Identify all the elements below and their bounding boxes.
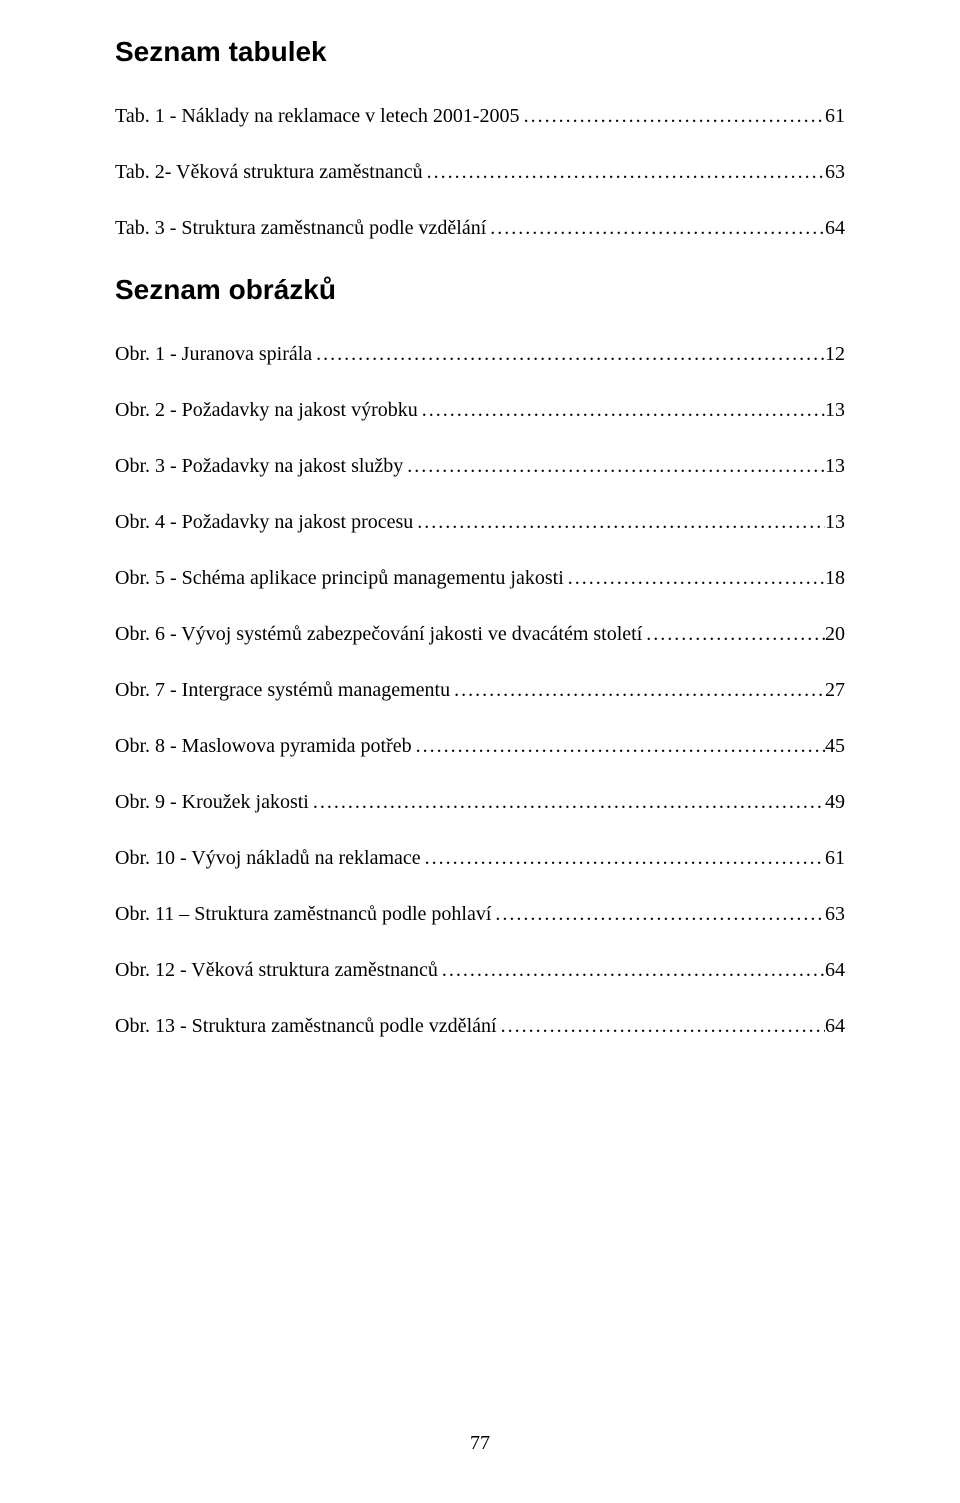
toc-leader-dots <box>309 792 825 812</box>
toc-entry: Tab. 3 - Struktura zaměstnanců podle vzd… <box>115 218 845 238</box>
toc-entry-label: Obr. 1 - Juranova spirála <box>115 344 312 364</box>
toc-leader-dots <box>312 344 825 364</box>
toc-entry: Tab. 2- Věková struktura zaměstnanců 63 <box>115 162 845 182</box>
document-page: Seznam tabulek Tab. 1 - Náklady na rekla… <box>0 0 960 1503</box>
toc-entry: Obr. 1 - Juranova spirála 12 <box>115 344 845 364</box>
toc-entry-label: Obr. 2 - Požadavky na jakost výrobku <box>115 400 418 420</box>
toc-entry-page: 13 <box>825 512 845 532</box>
toc-entry-label: Obr. 11 – Struktura zaměstnanců podle po… <box>115 904 491 924</box>
toc-entry-label: Obr. 8 - Maslowova pyramida potřeb <box>115 736 412 756</box>
toc-entry-page: 63 <box>825 162 845 182</box>
toc-entry-page: 61 <box>825 106 845 126</box>
heading-tables-list: Seznam tabulek <box>115 36 845 68</box>
toc-entry-label: Tab. 2- Věková struktura zaměstnanců <box>115 162 423 182</box>
toc-entry-page: 64 <box>825 960 845 980</box>
toc-entry: Obr. 11 – Struktura zaměstnanců podle po… <box>115 904 845 924</box>
toc-leader-dots <box>418 400 825 420</box>
toc-entry: Obr. 13 - Struktura zaměstnanců podle vz… <box>115 1016 845 1036</box>
toc-entry: Obr. 10 - Vývoj nákladů na reklamace 61 <box>115 848 845 868</box>
toc-entry: Obr. 7 - Intergrace systémů managementu … <box>115 680 845 700</box>
toc-entry-page: 61 <box>825 848 845 868</box>
toc-entry-label: Obr. 10 - Vývoj nákladů na reklamace <box>115 848 421 868</box>
toc-entry-page: 13 <box>825 400 845 420</box>
toc-entry-label: Obr. 4 - Požadavky na jakost procesu <box>115 512 413 532</box>
toc-entry-page: 45 <box>825 736 845 756</box>
heading-figures-list: Seznam obrázků <box>115 274 845 306</box>
toc-leader-dots <box>403 456 825 476</box>
toc-entry: Tab. 1 - Náklady na reklamace v letech 2… <box>115 106 845 126</box>
toc-entry-label: Tab. 1 - Náklady na reklamace v letech 2… <box>115 106 520 126</box>
toc-leader-dots <box>486 218 825 238</box>
toc-leader-dots <box>491 904 825 924</box>
toc-leader-dots <box>520 106 825 126</box>
toc-leader-dots <box>564 568 825 588</box>
toc-leader-dots <box>642 624 825 644</box>
toc-entry: Obr. 4 - Požadavky na jakost procesu 13 <box>115 512 845 532</box>
toc-entry-label: Obr. 5 - Schéma aplikace principů manage… <box>115 568 564 588</box>
toc-leader-dots <box>438 960 825 980</box>
toc-entry: Obr. 6 - Vývoj systémů zabezpečování jak… <box>115 624 845 644</box>
toc-entry-label: Obr. 12 - Věková struktura zaměstnanců <box>115 960 438 980</box>
toc-entry-label: Obr. 6 - Vývoj systémů zabezpečování jak… <box>115 624 642 644</box>
toc-leader-dots <box>423 162 825 182</box>
toc-entry-page: 64 <box>825 1016 845 1036</box>
toc-entry-label: Obr. 13 - Struktura zaměstnanců podle vz… <box>115 1016 497 1036</box>
page-number: 77 <box>0 1432 960 1455</box>
toc-entry-label: Obr. 3 - Požadavky na jakost služby <box>115 456 403 476</box>
toc-entry: Obr. 8 - Maslowova pyramida potřeb 45 <box>115 736 845 756</box>
toc-entry-page: 49 <box>825 792 845 812</box>
toc-leader-dots <box>421 848 825 868</box>
toc-leader-dots <box>413 512 825 532</box>
toc-entry-page: 12 <box>825 344 845 364</box>
toc-entry-page: 18 <box>825 568 845 588</box>
toc-entry: Obr. 5 - Schéma aplikace principů manage… <box>115 568 845 588</box>
toc-entry-page: 20 <box>825 624 845 644</box>
toc-entry-label: Tab. 3 - Struktura zaměstnanců podle vzd… <box>115 218 486 238</box>
toc-leader-dots <box>450 680 825 700</box>
toc-leader-dots <box>497 1016 825 1036</box>
toc-entry-label: Obr. 7 - Intergrace systémů managementu <box>115 680 450 700</box>
figures-toc: Obr. 1 - Juranova spirála 12 Obr. 2 - Po… <box>115 344 845 1036</box>
toc-entry-page: 64 <box>825 218 845 238</box>
toc-entry: Obr. 3 - Požadavky na jakost služby 13 <box>115 456 845 476</box>
toc-entry-page: 63 <box>825 904 845 924</box>
toc-entry: Obr. 2 - Požadavky na jakost výrobku 13 <box>115 400 845 420</box>
toc-entry-label: Obr. 9 - Kroužek jakosti <box>115 792 309 812</box>
toc-entry: Obr. 9 - Kroužek jakosti 49 <box>115 792 845 812</box>
tables-toc: Tab. 1 - Náklady na reklamace v letech 2… <box>115 106 845 238</box>
toc-leader-dots <box>412 736 825 756</box>
toc-entry-page: 13 <box>825 456 845 476</box>
toc-entry: Obr. 12 - Věková struktura zaměstnanců 6… <box>115 960 845 980</box>
toc-entry-page: 27 <box>825 680 845 700</box>
